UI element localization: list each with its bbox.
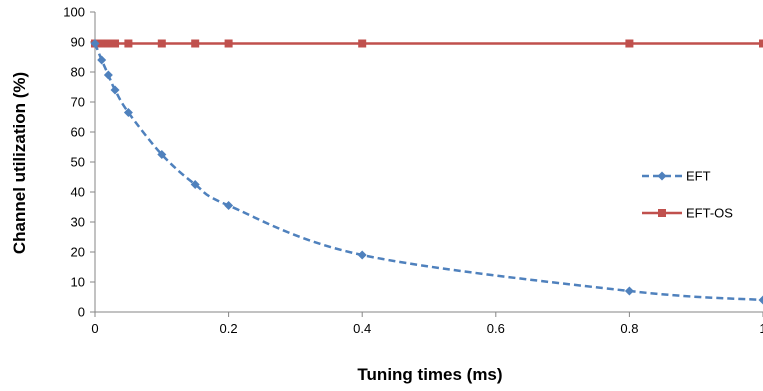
data-point-eft — [357, 250, 367, 260]
y-tick-label: 0 — [78, 305, 85, 320]
data-point-eft-os — [157, 39, 166, 48]
data-point-eft — [224, 201, 234, 210]
legend-item-eft: EFT — [642, 169, 711, 184]
y-tick-label: 10 — [71, 275, 85, 290]
y-tick-labels: 0 10 20 30 40 50 60 70 80 90 100 — [63, 5, 95, 320]
x-axis-title: Tuning times (ms) — [357, 365, 502, 384]
series-eft — [90, 39, 763, 305]
x-tick-label: 0 — [91, 321, 98, 336]
y-tick-label: 40 — [71, 185, 85, 200]
y-tick-label: 60 — [71, 125, 85, 140]
y-tick-label: 30 — [71, 215, 85, 230]
legend-marker — [658, 209, 666, 217]
data-point-eft — [90, 39, 100, 48]
data-point-eft-os — [358, 39, 367, 48]
y-tick-label: 50 — [71, 155, 85, 170]
y-tick-label: 80 — [71, 65, 85, 80]
y-tick-label: 20 — [71, 245, 85, 260]
data-point-eft-os — [104, 39, 113, 48]
legend-label: EFT — [686, 169, 711, 184]
y-axis-title: Channel utilization (%) — [10, 72, 29, 254]
data-point-eft-os — [97, 39, 106, 48]
data-point-eft — [190, 180, 200, 189]
x-tick-label: 0.4 — [353, 321, 371, 336]
y-tick-label: 70 — [71, 95, 85, 110]
x-tick-label: 0.2 — [220, 321, 238, 336]
data-point-eft-os — [224, 39, 233, 48]
legend-label: EFT-OS — [686, 206, 733, 221]
data-point-eft — [758, 295, 763, 305]
data-point-eft — [103, 70, 113, 80]
data-point-eft — [624, 286, 634, 296]
y-tick-label: 100 — [63, 5, 85, 20]
x-tick-label: 0.8 — [620, 321, 638, 336]
data-point-eft-os — [111, 39, 120, 48]
x-tick-label: 1 — [759, 321, 763, 336]
data-point-eft-os — [191, 39, 200, 48]
series-line-eft — [93, 43, 763, 302]
y-tick-label: 90 — [71, 35, 85, 50]
data-point-eft — [123, 108, 133, 117]
legend: EFT EFT-OS — [642, 169, 733, 221]
data-point-eft — [110, 85, 120, 95]
data-point-eft-os — [124, 39, 133, 48]
legend-marker — [657, 171, 667, 181]
series-layer — [90, 39, 763, 305]
data-point-eft — [97, 55, 107, 65]
axes — [94, 12, 763, 313]
legend-item-eft-os: EFT-OS — [642, 206, 733, 221]
series-eft-os — [91, 39, 763, 48]
data-point-eft-os — [625, 39, 634, 48]
x-tick-labels: 0 0.2 0.4 0.6 0.8 1 — [91, 312, 763, 336]
data-point-eft — [157, 150, 167, 159]
x-tick-label: 0.6 — [487, 321, 505, 336]
data-point-eft-os — [759, 39, 763, 48]
